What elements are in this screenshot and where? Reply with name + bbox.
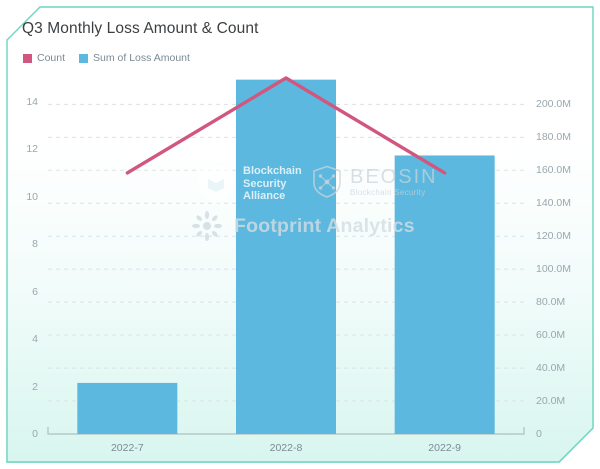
legend-label-sum-of-loss-amount: Sum of Loss Amount — [93, 52, 190, 64]
right-axis-tick: 100.0M — [536, 263, 572, 276]
legend-item-count[interactable]: Count — [23, 52, 65, 64]
bar-2022-9[interactable] — [394, 155, 495, 435]
left-axis-tick: 0 — [32, 428, 38, 440]
right-axis-tick: 200.0M — [536, 98, 572, 111]
square-swatch-icon — [23, 53, 32, 63]
bar-2022-7[interactable] — [77, 382, 178, 434]
line-series-count[interactable] — [125, 76, 447, 175]
left-axis-tick: 6 — [32, 285, 38, 298]
left-axis-tick: 14 — [26, 95, 38, 108]
right-axis-tick: 80.0M — [536, 296, 566, 309]
right-axis-tick: 20.0M — [536, 395, 566, 408]
bar-2022-8[interactable] — [236, 79, 336, 435]
left-axis-tick: 8 — [32, 238, 38, 251]
legend-label-count: Count — [37, 52, 66, 64]
left-axis-tick: 4 — [32, 333, 38, 346]
left-axis-tick: 2 — [32, 380, 38, 393]
right-axis-tick: 160.0M — [536, 164, 572, 177]
page-title: Q3 Monthly Loss Amount & Count — [22, 20, 259, 37]
right-axis-tick: 140.0M — [536, 197, 572, 210]
legend-item-sum-of-loss-amount[interactable]: Sum of Loss Amount — [79, 52, 190, 64]
left-axis-tick: 12 — [26, 143, 38, 156]
right-axis-tick: 180.0M — [536, 131, 572, 144]
category-label-2022-8[interactable]: 2022-8 — [269, 442, 303, 454]
square-swatch-icon — [79, 53, 89, 63]
chart-legend: Count Sum of Loss Amount — [23, 52, 190, 64]
right-axis-tick: 40.0M — [536, 362, 566, 375]
right-axis-tick: 60.0M — [536, 329, 566, 342]
category-label-2022-9[interactable]: 2022-9 — [428, 442, 461, 454]
right-axis-tick: 0 — [536, 428, 542, 440]
left-axis-tick: 10 — [26, 190, 38, 203]
right-axis-tick: 120.0M — [536, 230, 572, 243]
category-label-2022-7[interactable]: 2022-7 — [110, 442, 144, 454]
